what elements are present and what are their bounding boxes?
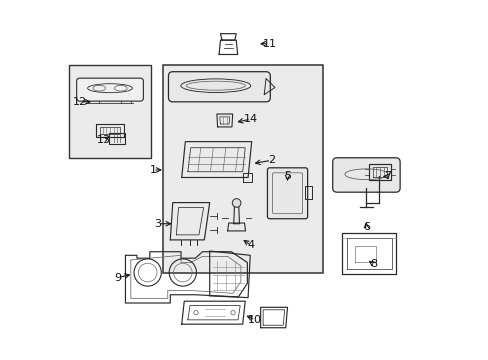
FancyBboxPatch shape [267,168,307,219]
FancyBboxPatch shape [77,78,143,101]
Text: 9: 9 [115,273,122,283]
FancyBboxPatch shape [168,72,270,102]
Text: 1: 1 [149,165,156,175]
Text: 7: 7 [384,171,391,181]
Text: 3: 3 [154,219,161,229]
Text: 2: 2 [267,155,274,165]
Text: 8: 8 [369,259,376,269]
Bar [163,65,322,273]
Text: 13: 13 [97,135,111,145]
Circle shape [232,199,241,207]
Text: 6: 6 [362,222,369,231]
FancyBboxPatch shape [332,158,399,192]
Text: 10: 10 [248,315,262,325]
Text: 4: 4 [247,240,254,250]
Text: 5: 5 [284,171,290,181]
Text: 14: 14 [244,114,258,124]
Bar [69,65,150,158]
Text: 11: 11 [262,39,276,49]
Text: 12: 12 [73,97,87,107]
